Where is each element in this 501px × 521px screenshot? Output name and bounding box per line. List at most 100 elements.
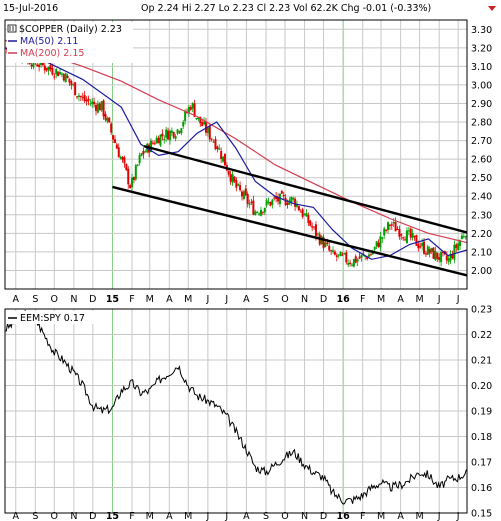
- y-tick-label: 0.18: [471, 432, 492, 443]
- price-candle: [434, 251, 437, 261]
- price-frame: [4, 19, 468, 290]
- price-candle: [295, 204, 298, 207]
- price-candle: [354, 256, 357, 263]
- price-candle: [242, 191, 245, 199]
- legend-copper: $COPPER (Daily) 2.23: [19, 24, 122, 35]
- candle-legend-icon: [7, 24, 17, 33]
- price-candle: [451, 254, 454, 259]
- x-tick-label: A: [397, 511, 404, 521]
- price-candle: [76, 96, 79, 98]
- price-candle: [70, 81, 73, 86]
- price-candle: [421, 242, 424, 247]
- price-candle: [121, 157, 124, 160]
- price-candle: [273, 197, 276, 199]
- price-candle: [360, 254, 363, 258]
- price-candle: [68, 78, 71, 83]
- price-candle: [197, 117, 200, 120]
- price-candle: [381, 237, 384, 239]
- price-candle: [144, 151, 147, 153]
- price-candle: [60, 73, 63, 75]
- price-candle: [64, 73, 67, 83]
- price-candle: [210, 138, 213, 140]
- price-candle: [170, 130, 173, 133]
- price-candle: [459, 240, 462, 247]
- price-candle: [311, 226, 314, 228]
- price-candle: [419, 246, 422, 248]
- y-tick-label: 2.90: [471, 99, 492, 110]
- x-tick-label: M: [415, 294, 423, 305]
- x-tick-label: F: [360, 294, 365, 305]
- x-tick-label: D: [320, 511, 327, 521]
- y-tick-label: 0.19: [471, 407, 492, 418]
- price-candle: [250, 201, 253, 203]
- y-tick-label: 3.00: [471, 80, 492, 91]
- price-candle: [455, 244, 458, 248]
- price-candle: [201, 122, 204, 126]
- price-candle: [286, 203, 289, 205]
- price-candle: [460, 235, 463, 240]
- price-candle: [324, 242, 327, 247]
- price-candle: [441, 252, 444, 254]
- price-candle: [303, 214, 306, 216]
- x-tick-label: A: [166, 511, 173, 521]
- ma200-line: [5, 39, 467, 244]
- x-tick-label: M: [146, 294, 154, 305]
- x-tick-label: M: [377, 511, 385, 521]
- price-candle: [332, 250, 335, 252]
- price-candle: [131, 177, 134, 188]
- price-candle: [347, 262, 350, 265]
- y-tick-label: 0.15: [471, 509, 492, 520]
- price-candle: [326, 242, 329, 245]
- price-candle: [81, 96, 84, 98]
- price-candle: [155, 137, 158, 144]
- price-candle: [284, 197, 287, 206]
- price-candle: [352, 258, 355, 267]
- price-candle: [134, 165, 137, 180]
- price-candle: [394, 221, 397, 232]
- x-tick-label: S: [263, 511, 269, 521]
- price-candle: [392, 222, 395, 224]
- price-candle: [178, 131, 181, 133]
- price-candle: [375, 241, 378, 247]
- price-candle: [140, 153, 143, 156]
- price-candle: [222, 156, 225, 162]
- price-candle: [405, 230, 408, 243]
- price-candle: [127, 168, 130, 185]
- y-tick-label: 0.21: [471, 356, 492, 367]
- price-candle: [193, 103, 196, 117]
- price-candle: [358, 256, 361, 259]
- y-tick-label: 3.30: [471, 25, 492, 36]
- price-candle: [373, 246, 376, 250]
- price-candle: [208, 126, 211, 140]
- x-tick-label: J: [456, 511, 460, 521]
- price-candle: [43, 65, 46, 71]
- price-candle: [292, 197, 295, 200]
- price-candle: [41, 61, 44, 66]
- price-candle: [282, 194, 285, 197]
- x-tick-label: J: [456, 294, 460, 305]
- price-candle: [409, 228, 412, 238]
- price-candle: [328, 245, 331, 251]
- price-candle: [45, 67, 48, 71]
- price-candle: [108, 117, 111, 123]
- y-tick-label: 2.20: [471, 229, 492, 240]
- price-candle: [316, 233, 319, 235]
- price-candle: [206, 127, 209, 134]
- price-candle: [299, 211, 302, 213]
- price-candle: [423, 241, 426, 254]
- x-tick-label: M: [184, 511, 192, 521]
- price-candle: [149, 140, 152, 153]
- y-tick-label: 2.50: [471, 173, 492, 184]
- price-candle: [30, 64, 33, 67]
- price-candle: [168, 130, 171, 141]
- price-candle: [51, 67, 54, 75]
- triangle-down-icon[interactable]: [488, 6, 496, 11]
- price-candle: [436, 252, 439, 259]
- price-candle: [85, 99, 88, 102]
- price-candle: [91, 101, 94, 105]
- price-candle: [231, 174, 234, 183]
- x-tick-label: O: [281, 511, 288, 521]
- price-candle: [123, 157, 126, 164]
- price-candle: [233, 176, 236, 182]
- x-tick-label: S: [32, 511, 38, 521]
